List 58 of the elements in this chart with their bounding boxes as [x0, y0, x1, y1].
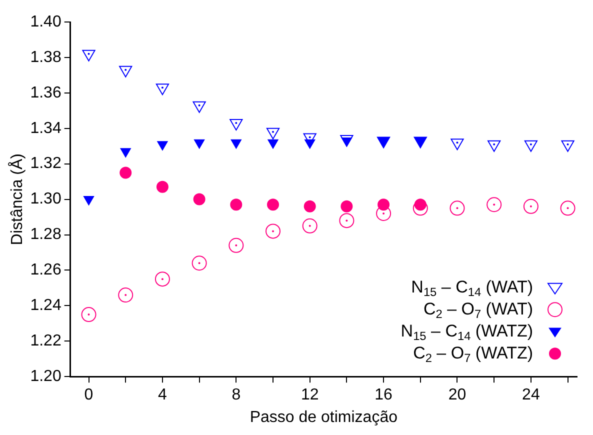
point [266, 224, 281, 239]
point [194, 139, 205, 149]
point [340, 200, 353, 212]
y-tick-label: 1.20 [30, 368, 62, 386]
point [266, 128, 280, 140]
point [120, 148, 131, 158]
x-axis-title: Passo de otimização [250, 408, 398, 426]
point [119, 66, 132, 78]
y-tick-label: 1.24 [30, 297, 62, 314]
point [302, 218, 318, 234]
point [267, 198, 280, 211]
x-tick-label: 0 [84, 386, 94, 404]
point [120, 166, 132, 179]
x-tick-label: 24 [522, 386, 540, 404]
point [230, 119, 243, 131]
point [268, 139, 278, 149]
point [84, 196, 94, 206]
y-tick-label: 1.26 [30, 262, 62, 279]
point [192, 256, 207, 271]
y-tick-label: 1.38 [30, 48, 62, 66]
point [560, 200, 576, 216]
y-tick-label: 1.32 [30, 155, 62, 172]
point [157, 141, 168, 150]
y-tick-label: 1.22 [30, 332, 62, 350]
point [376, 206, 392, 221]
point [524, 140, 538, 152]
point [378, 198, 390, 211]
point [154, 272, 170, 287]
point [339, 213, 354, 228]
point [561, 140, 574, 152]
point [82, 50, 96, 62]
x-tick-label: 20 [448, 386, 466, 404]
point [156, 180, 168, 193]
y-tick-label: 1.34 [30, 120, 62, 137]
y-tick-label: 1.28 [30, 226, 62, 244]
x-tick-label: 8 [232, 386, 241, 404]
point [230, 139, 242, 149]
x-tick-label: 4 [158, 386, 168, 404]
point [81, 307, 96, 322]
point [304, 200, 316, 212]
point [488, 140, 501, 152]
x-tick-label: 12 [300, 386, 319, 404]
y-axis-title: Distância (Å) [8, 154, 26, 246]
point [228, 238, 244, 253]
point [193, 193, 206, 206]
point [192, 101, 206, 113]
point [450, 200, 465, 216]
point [118, 288, 134, 303]
point [450, 138, 464, 150]
y-tick-label: 1.36 [30, 84, 62, 102]
x-tick-label: 16 [374, 386, 393, 404]
y-tick-label: 1.30 [30, 190, 62, 208]
point [523, 198, 538, 214]
point [230, 198, 242, 211]
y-tick-label: 1.40 [30, 13, 62, 30]
point [486, 197, 502, 212]
point [340, 135, 354, 147]
point [156, 84, 170, 96]
